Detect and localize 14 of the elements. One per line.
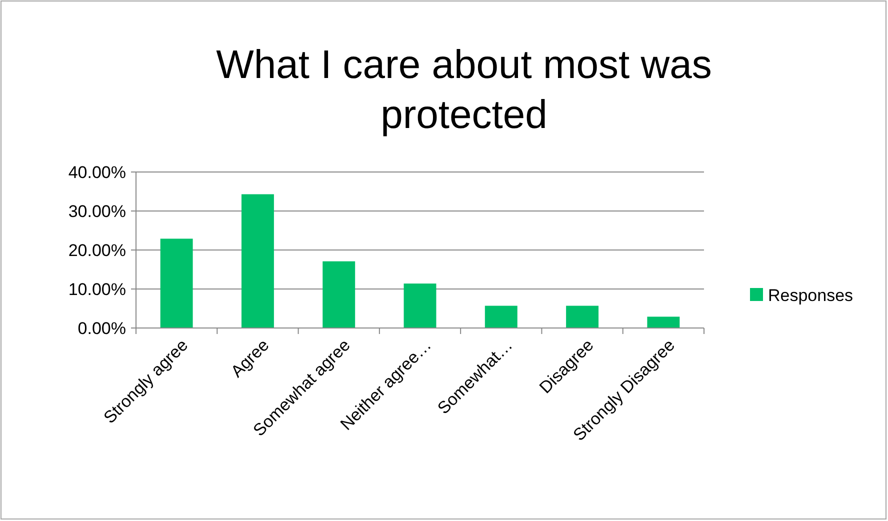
bar [566, 306, 599, 328]
bar [484, 306, 518, 328]
bar [647, 316, 680, 328]
y-tick-label: 0.00% [78, 318, 126, 338]
y-tick-label: 30.00% [68, 202, 126, 221]
chart-title: What I care about most was protected [216, 43, 712, 137]
bar [404, 284, 436, 328]
legend-label: Responses [768, 286, 854, 305]
bar [241, 194, 274, 328]
bar [322, 261, 356, 328]
y-tick-label: 40.00% [68, 162, 126, 182]
y-tick-label: 10.00% [68, 280, 126, 299]
y-tick-label: 20.00% [68, 240, 126, 260]
bar [160, 238, 193, 328]
